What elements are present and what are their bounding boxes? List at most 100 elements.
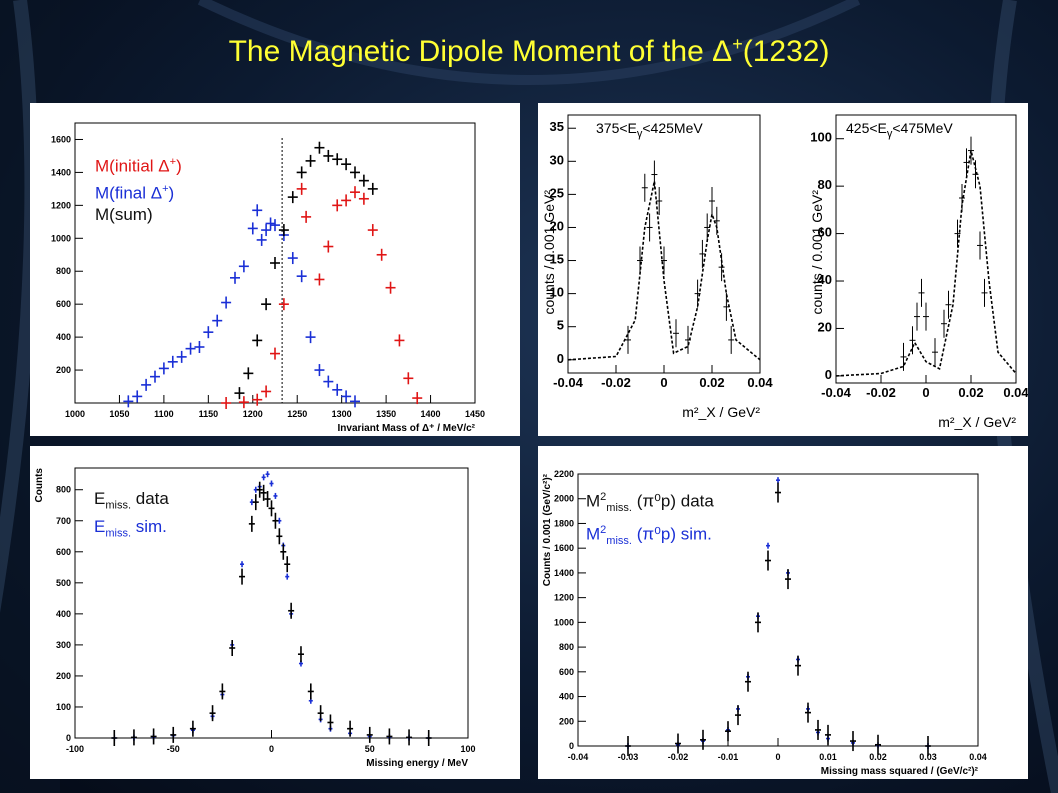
y-tick-label: 200 xyxy=(56,365,71,375)
fit-curve xyxy=(835,150,1017,377)
y-tick-label: 20 xyxy=(550,218,564,233)
x-tick-label: 100 xyxy=(460,744,475,754)
x-tick-label: 0.04 xyxy=(969,752,987,762)
x-tick-label: 50 xyxy=(365,744,375,754)
missing-mass-squared-chart: -0.04 -0.03 -0.02 -0.01 0 0.01 0.02 0.03 0.04 0 20… xyxy=(542,469,987,777)
y-tick-label: 15 xyxy=(550,252,564,267)
legend: Emiss. data Emiss. sim. xyxy=(94,488,169,545)
y-tick-label: 200 xyxy=(56,671,71,681)
legend-initial: M(initial Δ+) xyxy=(95,156,182,176)
x-tick-label: 1150 xyxy=(199,409,219,419)
x-tick-label: 0.03 xyxy=(919,752,937,762)
x-tick-label: 0.01 xyxy=(819,752,837,762)
missing-energy-chart: -100 -50 0 50 100 0 100 200 300 400 500 600 700 800 Mi… xyxy=(34,467,476,769)
x-tick-label: 1050 xyxy=(109,409,129,419)
x-tick-label: 0.02 xyxy=(869,752,887,762)
x-tick-label: 0.02 xyxy=(958,385,983,400)
missing-energy-panel: -100 -50 0 50 100 0 100 200 300 400 500 600 700 800 Mi… xyxy=(30,446,520,779)
x-tick-label: 1300 xyxy=(332,409,352,419)
y-tick-label: 600 xyxy=(559,667,574,677)
x-tick-label: -0.03 xyxy=(618,752,639,762)
y-tick-label: 1400 xyxy=(554,568,574,578)
x-tick-label: 1350 xyxy=(376,409,396,419)
y-tick-label: 10 xyxy=(550,285,564,300)
x-tick-label: -0.04 xyxy=(821,385,851,400)
y-tick-label: 20 xyxy=(818,319,832,334)
y-tick-label: 1800 xyxy=(554,518,574,528)
x-tick-label: 1450 xyxy=(465,409,485,419)
y-tick-label: 1000 xyxy=(51,233,71,243)
legend-data: Emiss. data xyxy=(94,489,169,512)
x-tick-label: 1400 xyxy=(421,409,441,419)
x-tick-label: 1200 xyxy=(243,409,263,419)
y-tick-label: 0 xyxy=(825,367,832,382)
missing-mass-cb-chart: -0.04 -0.02 0 0.02 0.04 0 5 10 15 20 25 30 35 m²_X / … xyxy=(541,114,1028,430)
y-axis-label: Counts / 0.001 (GeV/c²)² xyxy=(542,473,553,586)
y-tick-label: 35 xyxy=(550,119,564,134)
y-tick-label: 0 xyxy=(557,351,564,366)
y-tick-label: 400 xyxy=(56,609,71,619)
y-tick-label: 1600 xyxy=(554,543,574,553)
x-tick-label: -0.04 xyxy=(553,375,583,390)
y-tick-label: 600 xyxy=(56,299,71,309)
label-425: 425<Eγ<475MeV xyxy=(846,120,953,140)
x-tick-label: 1000 xyxy=(65,409,85,419)
x-tick-label: 0 xyxy=(269,744,274,754)
x-tick-label: -50 xyxy=(167,744,180,754)
x-tick-label: 0 xyxy=(660,375,667,390)
y-tick-label: 800 xyxy=(56,485,71,495)
x-tick-label: 0 xyxy=(922,385,929,400)
y-axis-label: Counts xyxy=(34,468,45,503)
y-tick-label: 0 xyxy=(569,741,574,751)
missing-mass-cb-panel: -0.04 -0.02 0 0.02 0.04 0 5 10 15 20 25 30 35 m²_X / … xyxy=(538,103,1028,436)
y-tick-label: 60 xyxy=(818,225,832,240)
x-tick-label: 0 xyxy=(775,752,780,762)
y-tick-label: 25 xyxy=(550,185,564,200)
x-tick-label: -0.02 xyxy=(866,385,896,400)
x-tick-label: 0.02 xyxy=(699,375,724,390)
y-tick-label: 400 xyxy=(56,332,71,342)
x-tick-label: 0.04 xyxy=(1003,385,1028,400)
x-tick-label: 1100 xyxy=(154,409,174,419)
x-tick-label: -0.02 xyxy=(668,752,689,762)
y-tick-label: 1200 xyxy=(51,200,71,210)
y-tick-label: 100 xyxy=(810,130,832,145)
x-axis-label: m²_X / GeV² xyxy=(682,404,760,420)
y-axis-label: counts / 0.001 GeV² xyxy=(541,190,557,315)
fit-curve xyxy=(567,181,761,361)
x-axis-label: Invariant Mass of Δ⁺ / MeV/c² xyxy=(338,423,476,434)
legend: M2miss. (π⁰p) data M2miss. (π⁰p) sim. xyxy=(586,486,714,552)
y-tick-label: 80 xyxy=(818,177,832,192)
y-tick-label: 600 xyxy=(56,547,71,557)
y-tick-label: 400 xyxy=(559,692,574,702)
y-tick-label: 800 xyxy=(56,266,71,276)
plot-frame xyxy=(835,114,1017,384)
y-tick-label: 300 xyxy=(56,640,71,650)
slide-title: The Magnetic Dipole Moment of the Δ+(123… xyxy=(228,34,830,68)
y-tick-label: 2000 xyxy=(554,494,574,504)
x-tick-label: -0.04 xyxy=(568,752,589,762)
y-tick-label: 700 xyxy=(56,516,71,526)
x-axis-label: Missing energy / MeV xyxy=(366,758,468,769)
legend-sim: M2miss. (π⁰p) sim. xyxy=(586,524,712,548)
y-tick-label: 30 xyxy=(550,152,564,167)
x-tick-label: -0.02 xyxy=(601,375,631,390)
y-tick-label: 1600 xyxy=(51,134,71,144)
x-tick-label: -0.01 xyxy=(718,752,739,762)
y-tick-label: 0 xyxy=(66,733,71,743)
y-axis-label: counts / 0.001 GeV² xyxy=(809,190,825,315)
y-tick-label: 1400 xyxy=(51,167,71,177)
legend-data: M2miss. (π⁰p) data xyxy=(586,491,714,515)
label-375: 375<Eγ<425MeV xyxy=(596,120,703,140)
legend-sum: M(sum) xyxy=(95,205,153,225)
x-tick-label: -100 xyxy=(66,744,84,754)
legend-final: M(final Δ+) xyxy=(95,182,175,203)
y-tick-label: 100 xyxy=(56,702,71,712)
y-tick-label: 5 xyxy=(557,318,564,333)
legend: M(initial Δ+) M(final Δ+) M(sum) xyxy=(95,151,182,226)
legend-sim: Emiss. sim. xyxy=(94,517,167,540)
x-tick-label: 1250 xyxy=(287,409,307,419)
x-tick-label: 0.04 xyxy=(747,375,773,390)
y-tick-label: 200 xyxy=(559,716,574,726)
invariant-mass-panel: 1000 1050 1100 1150 1200 1250 1300 1350 1400 1450… xyxy=(30,103,520,436)
